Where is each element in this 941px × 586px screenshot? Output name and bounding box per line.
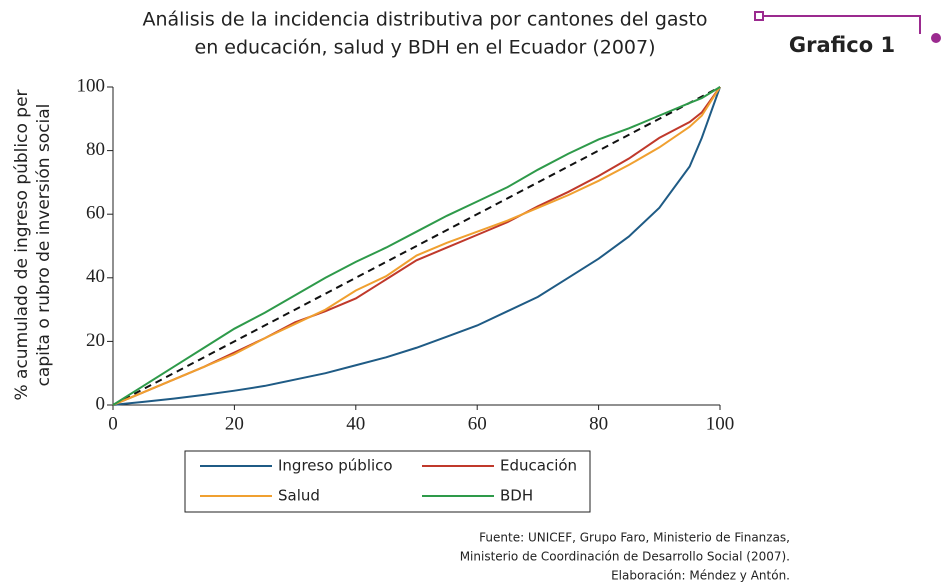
x-tick-label: 100 bbox=[706, 413, 735, 434]
y-tick-label: 100 bbox=[77, 75, 106, 96]
source-note: Elaboración: Méndez y Antón. bbox=[611, 569, 790, 583]
y-tick-label: 40 bbox=[86, 266, 105, 287]
y-tick-label: 60 bbox=[86, 203, 105, 224]
y-axis-label: capita o rubro de inversión social bbox=[34, 104, 54, 387]
badge: Grafico 1 bbox=[789, 33, 895, 57]
x-tick-label: 0 bbox=[108, 413, 118, 434]
source-note: Ministerio de Coordinación de Desarrollo… bbox=[460, 550, 790, 564]
badge-dot bbox=[931, 33, 941, 43]
x-tick-label: 80 bbox=[589, 413, 608, 434]
source-note: Fuente: UNICEF, Grupo Faro, Ministerio d… bbox=[479, 531, 790, 545]
legend-label: BDH bbox=[500, 487, 533, 505]
x-tick-label: 60 bbox=[468, 413, 487, 434]
series-line bbox=[112, 86, 721, 406]
equality-line bbox=[112, 86, 721, 406]
badge-marker bbox=[754, 11, 764, 21]
x-tick-label: 40 bbox=[346, 413, 365, 434]
badge-line bbox=[761, 15, 921, 34]
chart-title: en educación, salud y BDH en el Ecuador … bbox=[195, 37, 656, 59]
y-tick-label: 80 bbox=[86, 139, 105, 160]
x-tick-label: 20 bbox=[225, 413, 244, 434]
series-line bbox=[112, 86, 721, 406]
chart-title: Análisis de la incidencia distributiva p… bbox=[142, 9, 707, 31]
legend-label: Ingreso público bbox=[278, 457, 393, 475]
legend-label: Salud bbox=[278, 487, 320, 505]
y-tick-label: 0 bbox=[96, 393, 106, 414]
legend-box bbox=[184, 450, 591, 513]
legend-label: Educación bbox=[500, 457, 577, 475]
y-tick-label: 20 bbox=[86, 330, 105, 351]
y-axis-label: % acumulado de ingreso público per bbox=[12, 89, 32, 400]
series-line bbox=[112, 86, 721, 406]
